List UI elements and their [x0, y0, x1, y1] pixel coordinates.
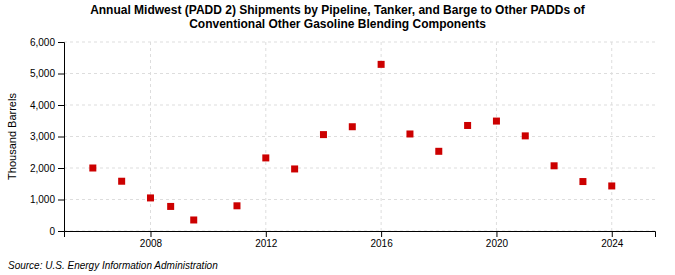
tick-mark: [58, 137, 64, 138]
tick-mark: [58, 231, 64, 232]
tick: 3,000: [30, 131, 64, 142]
tick: 1,000: [30, 194, 64, 205]
chart: 2008 2012 2016 2020 2024 0 1,000 2,000 3,000 4,00…: [0, 0, 675, 275]
tick: 2008: [140, 231, 163, 249]
tick-label: 0: [49, 226, 55, 237]
tick: 2012: [255, 231, 278, 249]
point: [262, 154, 269, 161]
point: [435, 148, 442, 155]
x-axis: 2008 2012 2016 2020 2024: [65, 231, 656, 249]
tick-mark: [266, 231, 267, 237]
tick: 2016: [370, 231, 393, 249]
point: [493, 118, 500, 125]
grid-line: [64, 136, 655, 137]
tick: 0: [49, 226, 64, 237]
tick-mark: [150, 231, 151, 237]
tick-mark: [58, 74, 64, 75]
axis-line: [65, 232, 656, 238]
point: [522, 132, 529, 139]
axis-line: [58, 43, 65, 232]
y-axis: 0 1,000 2,000 3,000 4,000 5,000 6,000: [30, 37, 65, 237]
tick-label: 2016: [370, 238, 393, 249]
tick-label: 4,000: [30, 100, 55, 111]
tick-mark: [58, 168, 64, 169]
tick-label: 2012: [255, 238, 278, 249]
tick-label: 2008: [140, 238, 163, 249]
tick-mark: [58, 105, 64, 106]
plot: 2008 2012 2016 2020 2024 0 1,000 2,000 3,000 4,00…: [30, 37, 656, 249]
y-axis-title: Thousand Barrels: [6, 93, 18, 180]
grid: [64, 42, 655, 231]
point: [89, 165, 96, 172]
point: [147, 194, 154, 201]
point: [320, 131, 327, 138]
tick-label: 6,000: [30, 37, 55, 48]
tick-mark: [58, 42, 64, 43]
grid-line: [265, 42, 266, 231]
source-note: Source: U.S. Energy Information Administ…: [8, 260, 218, 271]
point: [579, 178, 586, 185]
tick-label: 1,000: [30, 194, 55, 205]
title: Annual Midwest (PADD 2) Shipments by Pip…: [90, 3, 586, 31]
grid-line: [64, 73, 655, 74]
tick-label: 2020: [486, 238, 509, 249]
grid-line: [64, 168, 655, 169]
tick-label: 2024: [601, 238, 624, 249]
tick-label: 3,000: [30, 131, 55, 142]
tick: 2020: [486, 231, 509, 249]
tick: 6,000: [30, 37, 64, 48]
tick: 5,000: [30, 68, 64, 79]
tick: 2,000: [30, 163, 64, 174]
point: [118, 178, 125, 185]
point: [406, 130, 413, 137]
point: [190, 216, 197, 223]
grid-line: [64, 105, 655, 106]
point: [349, 123, 356, 130]
tick-mark: [496, 231, 497, 237]
grid-line: [64, 42, 655, 43]
point: [167, 203, 174, 210]
tick-mark: [612, 231, 613, 237]
point: [291, 165, 298, 172]
point: [464, 122, 471, 129]
points: [89, 61, 615, 224]
point: [233, 202, 240, 209]
tick-mark: [58, 200, 64, 201]
point: [378, 61, 385, 68]
tick-label: 2,000: [30, 163, 55, 174]
tick: 4,000: [30, 100, 64, 111]
tick-mark: [381, 231, 382, 237]
tick: 2024: [601, 231, 624, 249]
tick-label: 5,000: [30, 68, 55, 79]
point: [608, 182, 615, 189]
point: [551, 162, 558, 169]
grid-line: [381, 42, 382, 231]
